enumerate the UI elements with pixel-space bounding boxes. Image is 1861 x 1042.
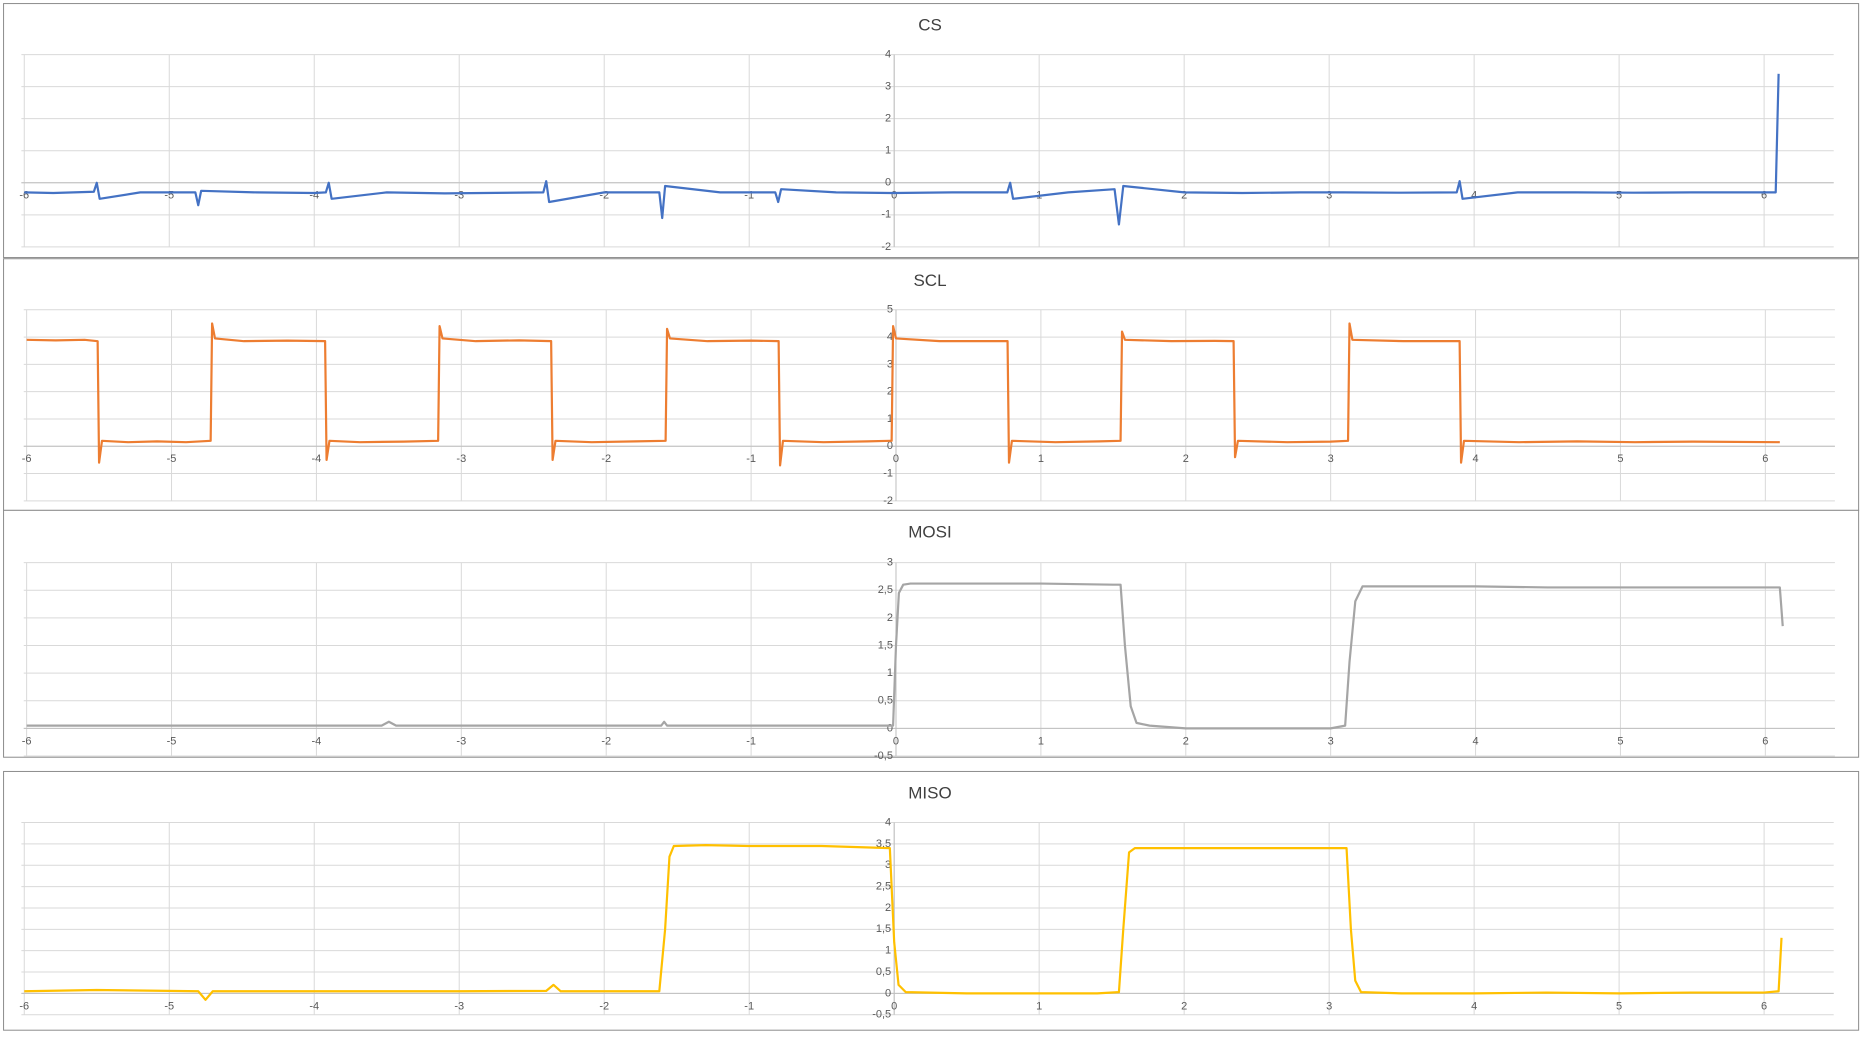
y-tick-label: 3 bbox=[885, 81, 891, 93]
y-tick-label: 1,5 bbox=[878, 639, 893, 651]
y-tick-label: -2 bbox=[881, 241, 891, 253]
x-tick-label: 4 bbox=[1472, 735, 1478, 747]
chart-frame bbox=[3, 509, 1860, 758]
x-tick-label: -1 bbox=[746, 735, 756, 747]
x-tick-label: -2 bbox=[601, 453, 611, 465]
chart-title: MISO bbox=[908, 783, 951, 802]
x-tick-label: 6 bbox=[1762, 453, 1768, 465]
x-tick-label: 6 bbox=[1762, 735, 1768, 747]
x-tick-label: -1 bbox=[746, 453, 756, 465]
x-tick-label: -2 bbox=[601, 735, 611, 747]
y-tick-label: -0,5 bbox=[874, 750, 893, 762]
x-tick-label: 1 bbox=[1038, 453, 1044, 465]
x-tick-label: 2 bbox=[1181, 1000, 1187, 1012]
chart-frame bbox=[3, 770, 1860, 1031]
y-tick-label: 4 bbox=[885, 49, 891, 61]
y-tick-label: 2,5 bbox=[878, 584, 893, 596]
x-tick-label: -6 bbox=[19, 190, 29, 202]
x-tick-label: -3 bbox=[454, 190, 464, 202]
x-tick-label: -3 bbox=[456, 735, 466, 747]
x-tick-label: -5 bbox=[167, 453, 177, 465]
chart-frame bbox=[3, 3, 1860, 259]
chart-frame bbox=[3, 258, 1860, 511]
y-tick-label: 0 bbox=[887, 440, 893, 452]
x-tick-label: 0 bbox=[893, 453, 899, 465]
x-tick-label: -6 bbox=[22, 453, 32, 465]
x-tick-label: 0 bbox=[891, 1000, 897, 1012]
x-tick-label: -2 bbox=[599, 1000, 609, 1012]
x-tick-label: -3 bbox=[456, 453, 466, 465]
signal-line bbox=[26, 582, 1784, 730]
x-tick-label: -1 bbox=[744, 190, 754, 202]
y-tick-label: 1 bbox=[885, 945, 891, 957]
x-tick-label: 2 bbox=[1181, 190, 1187, 202]
x-tick-label: -4 bbox=[312, 453, 322, 465]
x-tick-label: -4 bbox=[309, 190, 319, 202]
x-tick-label: -6 bbox=[19, 1000, 29, 1012]
x-tick-label: -3 bbox=[454, 1000, 464, 1012]
x-tick-label: -2 bbox=[599, 190, 609, 202]
x-tick-label: -5 bbox=[167, 735, 177, 747]
y-tick-label: 1 bbox=[887, 667, 893, 679]
x-tick-label: -5 bbox=[164, 1000, 174, 1012]
x-tick-label: 2 bbox=[1183, 735, 1189, 747]
x-tick-label: 4 bbox=[1471, 190, 1477, 202]
signal-line bbox=[24, 844, 1783, 1001]
x-tick-label: -1 bbox=[744, 1000, 754, 1012]
x-tick-label: 6 bbox=[1761, 1000, 1767, 1012]
y-tick-label: 5 bbox=[887, 304, 893, 316]
y-tick-label: 0,5 bbox=[876, 966, 891, 978]
y-tick-label: 3 bbox=[887, 358, 893, 370]
y-tick-label: 1 bbox=[887, 413, 893, 425]
y-tick-label: -1 bbox=[883, 467, 893, 479]
x-tick-label: 5 bbox=[1617, 453, 1623, 465]
x-tick-label: -4 bbox=[309, 1000, 319, 1012]
chart-title: MOSI bbox=[908, 522, 951, 541]
y-tick-label: 2 bbox=[885, 902, 891, 914]
y-tick-label: 0 bbox=[885, 987, 891, 999]
x-tick-label: 5 bbox=[1617, 735, 1623, 747]
x-tick-label: 1 bbox=[1036, 1000, 1042, 1012]
signal-line bbox=[26, 322, 1780, 467]
x-tick-label: 2 bbox=[1183, 453, 1189, 465]
x-tick-label: 0 bbox=[893, 735, 899, 747]
y-tick-label: 2 bbox=[887, 386, 893, 398]
y-tick-label: 4 bbox=[885, 816, 891, 828]
y-tick-label: 1,5 bbox=[876, 923, 891, 935]
x-tick-label: 5 bbox=[1616, 190, 1622, 202]
y-tick-label: 2 bbox=[885, 113, 891, 125]
y-tick-label: -0,5 bbox=[872, 1009, 891, 1021]
signal-line bbox=[24, 73, 1780, 226]
x-tick-label: 5 bbox=[1616, 1000, 1622, 1012]
y-tick-label: 3 bbox=[887, 556, 893, 568]
y-tick-label: -2 bbox=[883, 495, 893, 507]
x-tick-label: 3 bbox=[1326, 1000, 1332, 1012]
x-tick-label: 1 bbox=[1038, 735, 1044, 747]
x-tick-label: 4 bbox=[1472, 453, 1478, 465]
y-tick-label: 1 bbox=[885, 145, 891, 157]
y-tick-label: 2 bbox=[887, 612, 893, 624]
chart-title: SCL bbox=[913, 271, 946, 290]
x-tick-label: 3 bbox=[1328, 453, 1334, 465]
chart-title: CS bbox=[918, 16, 942, 35]
x-tick-label: 6 bbox=[1761, 190, 1767, 202]
y-tick-label: 3 bbox=[885, 859, 891, 871]
x-tick-label: 0 bbox=[891, 190, 897, 202]
x-tick-label: -5 bbox=[164, 190, 174, 202]
x-tick-label: -6 bbox=[22, 735, 32, 747]
y-tick-label: 0 bbox=[885, 177, 891, 189]
x-tick-label: 4 bbox=[1471, 1000, 1477, 1012]
y-tick-label: -1 bbox=[881, 209, 891, 221]
x-tick-label: 3 bbox=[1326, 190, 1332, 202]
x-tick-label: -4 bbox=[312, 735, 322, 747]
y-tick-label: 4 bbox=[887, 331, 893, 343]
y-tick-label: 0,5 bbox=[878, 695, 893, 707]
y-tick-label: 0 bbox=[887, 722, 893, 734]
y-tick-label: 2,5 bbox=[876, 880, 891, 892]
x-tick-label: 3 bbox=[1328, 735, 1334, 747]
